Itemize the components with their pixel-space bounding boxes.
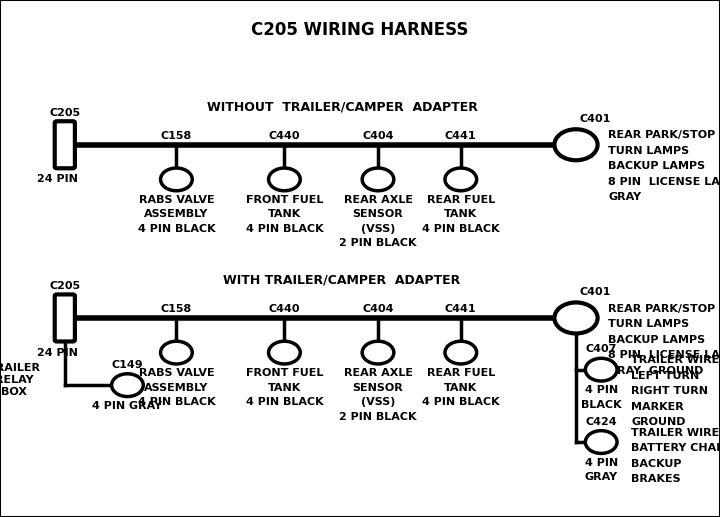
Text: BATTERY CHARGE: BATTERY CHARGE xyxy=(631,443,720,453)
Text: GRAY: GRAY xyxy=(585,472,618,482)
Text: 2 PIN BLACK: 2 PIN BLACK xyxy=(339,412,417,421)
Text: TRAILER WIRES: TRAILER WIRES xyxy=(631,428,720,438)
Text: RIGHT TURN: RIGHT TURN xyxy=(631,386,708,397)
Text: 8 PIN  LICENSE LAMPS: 8 PIN LICENSE LAMPS xyxy=(608,350,720,360)
Text: LEFT TURN: LEFT TURN xyxy=(631,371,700,381)
Text: C441: C441 xyxy=(445,131,477,141)
Circle shape xyxy=(269,168,300,191)
Text: BACKUP LAMPS: BACKUP LAMPS xyxy=(608,334,706,345)
Text: 4 PIN: 4 PIN xyxy=(585,385,618,395)
Text: REAR FUEL: REAR FUEL xyxy=(427,368,495,378)
Text: GRAY  GROUND: GRAY GROUND xyxy=(608,366,703,376)
Circle shape xyxy=(161,341,192,364)
Text: C205: C205 xyxy=(49,281,81,291)
Text: REAR AXLE: REAR AXLE xyxy=(343,195,413,205)
Text: 4 PIN BLACK: 4 PIN BLACK xyxy=(138,224,215,234)
Text: 4 PIN BLACK: 4 PIN BLACK xyxy=(246,397,323,407)
Text: FRONT FUEL: FRONT FUEL xyxy=(246,195,323,205)
Circle shape xyxy=(554,129,598,160)
Text: 4 PIN BLACK: 4 PIN BLACK xyxy=(422,224,500,234)
Circle shape xyxy=(362,341,394,364)
Text: C205: C205 xyxy=(49,108,81,118)
Text: 4 PIN BLACK: 4 PIN BLACK xyxy=(422,397,500,407)
Text: REAR AXLE: REAR AXLE xyxy=(343,368,413,378)
Text: (VSS): (VSS) xyxy=(361,397,395,407)
Text: TANK: TANK xyxy=(268,383,301,392)
Circle shape xyxy=(269,341,300,364)
FancyBboxPatch shape xyxy=(55,294,75,341)
Circle shape xyxy=(362,168,394,191)
Text: C424: C424 xyxy=(585,417,617,427)
Text: BLACK: BLACK xyxy=(581,400,621,409)
Text: SENSOR: SENSOR xyxy=(353,383,403,392)
Text: TANK: TANK xyxy=(444,209,477,219)
Text: BACKUP: BACKUP xyxy=(631,459,682,469)
Text: 4 PIN: 4 PIN xyxy=(585,458,618,467)
Text: ASSEMBLY: ASSEMBLY xyxy=(144,383,209,392)
Circle shape xyxy=(554,302,598,333)
Text: C404: C404 xyxy=(362,131,394,141)
Text: MARKER: MARKER xyxy=(631,402,684,412)
Text: BRAKES: BRAKES xyxy=(631,474,681,484)
Text: 4 PIN GRAY: 4 PIN GRAY xyxy=(92,401,163,410)
Text: C407: C407 xyxy=(585,344,617,354)
Text: TANK: TANK xyxy=(444,383,477,392)
Text: 8 PIN  LICENSE LAMPS: 8 PIN LICENSE LAMPS xyxy=(608,177,720,187)
Text: TURN LAMPS: TURN LAMPS xyxy=(608,319,690,329)
Text: ASSEMBLY: ASSEMBLY xyxy=(144,209,209,219)
Text: RABS VALVE: RABS VALVE xyxy=(138,368,215,378)
Text: WITH TRAILER/CAMPER  ADAPTER: WITH TRAILER/CAMPER ADAPTER xyxy=(223,274,461,287)
Text: RABS VALVE: RABS VALVE xyxy=(138,195,215,205)
Text: 4 PIN BLACK: 4 PIN BLACK xyxy=(138,397,215,407)
Text: 4 PIN BLACK: 4 PIN BLACK xyxy=(246,224,323,234)
Text: C401: C401 xyxy=(580,287,611,297)
Text: GROUND: GROUND xyxy=(631,417,686,428)
Circle shape xyxy=(585,358,617,381)
Text: TURN LAMPS: TURN LAMPS xyxy=(608,146,690,156)
Text: REAR PARK/STOP: REAR PARK/STOP xyxy=(608,130,716,141)
FancyBboxPatch shape xyxy=(55,121,75,169)
Text: C205 WIRING HARNESS: C205 WIRING HARNESS xyxy=(251,21,469,39)
Text: FRONT FUEL: FRONT FUEL xyxy=(246,368,323,378)
Text: TANK: TANK xyxy=(268,209,301,219)
Circle shape xyxy=(112,374,143,397)
Text: C401: C401 xyxy=(580,114,611,124)
Text: GRAY: GRAY xyxy=(608,192,642,203)
Text: (VSS): (VSS) xyxy=(361,224,395,234)
Text: C440: C440 xyxy=(269,304,300,314)
Circle shape xyxy=(585,431,617,453)
Text: C158: C158 xyxy=(161,131,192,141)
Text: WITHOUT  TRAILER/CAMPER  ADAPTER: WITHOUT TRAILER/CAMPER ADAPTER xyxy=(207,101,477,114)
Text: 24 PIN: 24 PIN xyxy=(37,347,78,358)
Text: 24 PIN: 24 PIN xyxy=(37,175,78,185)
Text: TRAILER
RELAY
BOX: TRAILER RELAY BOX xyxy=(0,363,40,397)
Text: C149: C149 xyxy=(112,360,143,370)
Circle shape xyxy=(445,341,477,364)
Text: SENSOR: SENSOR xyxy=(353,209,403,219)
Text: TRAILER WIRES: TRAILER WIRES xyxy=(631,355,720,366)
Circle shape xyxy=(161,168,192,191)
Text: C440: C440 xyxy=(269,131,300,141)
Text: REAR PARK/STOP: REAR PARK/STOP xyxy=(608,303,716,314)
Text: C404: C404 xyxy=(362,304,394,314)
Text: BACKUP LAMPS: BACKUP LAMPS xyxy=(608,161,706,172)
Text: C158: C158 xyxy=(161,304,192,314)
Circle shape xyxy=(445,168,477,191)
Text: REAR FUEL: REAR FUEL xyxy=(427,195,495,205)
Text: 2 PIN BLACK: 2 PIN BLACK xyxy=(339,238,417,248)
Text: C441: C441 xyxy=(445,304,477,314)
